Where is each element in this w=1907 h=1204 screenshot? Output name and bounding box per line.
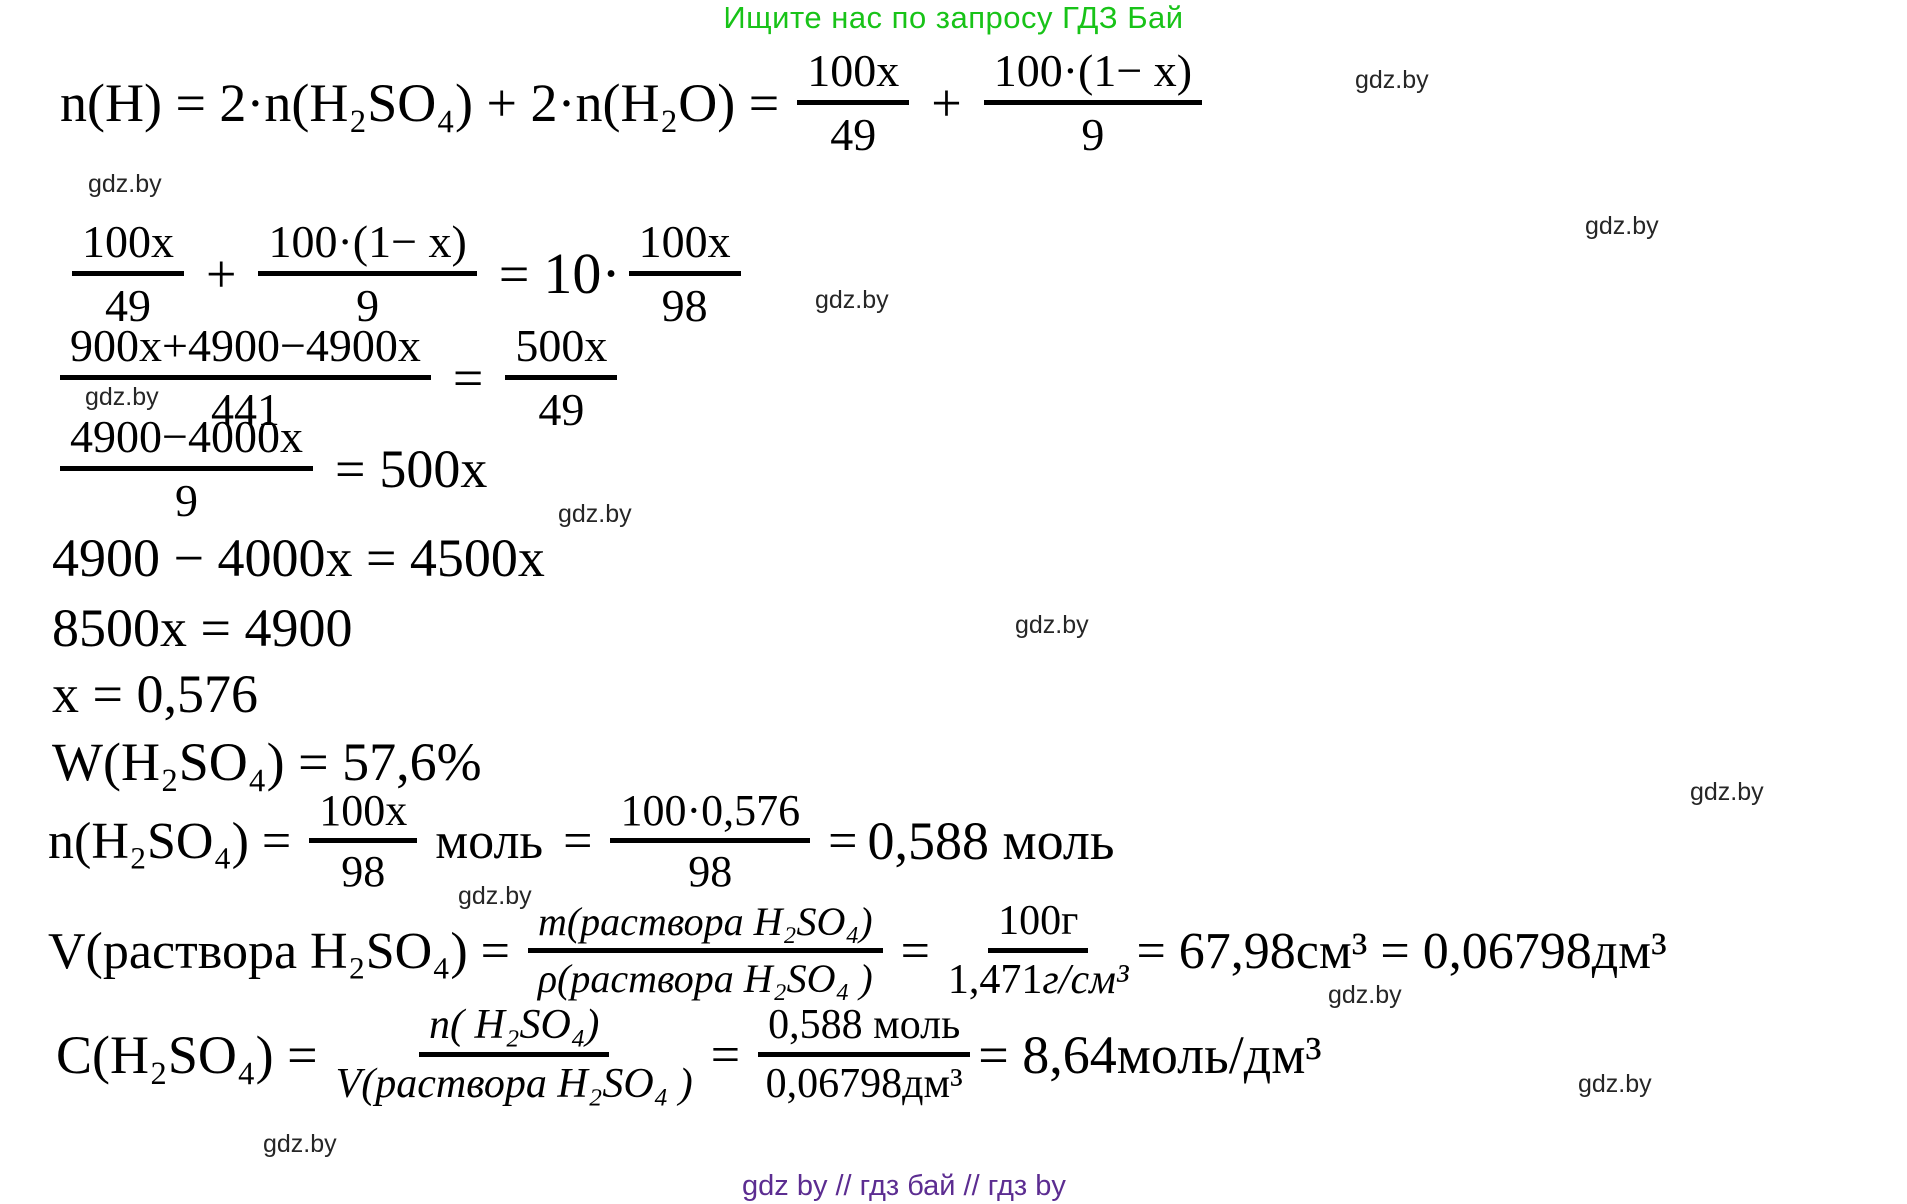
fraction: 100x 98 (309, 786, 418, 897)
gdz-watermark: gdz.by (815, 286, 889, 314)
numerator: 100x (72, 216, 184, 276)
equation-lhs: V(раствора H₂SO₄) = (48, 922, 510, 980)
equation-row-1: n(H) = 2·n(H₂SO₄) + 2·n(H₂O) = 100x 49 +… (60, 28, 1210, 178)
numerator: 100·(1− x) (983, 45, 1203, 105)
gdz-watermark: gdz.by (263, 1130, 337, 1158)
denominator: 9 (174, 475, 198, 526)
equals-sign: = (498, 243, 530, 304)
equals-sign: = (334, 439, 366, 499)
result-value: = 67,98см³ = 0,06798дм³ (1136, 922, 1667, 980)
page-footer: gdz by // гдз бай // гдз by (742, 1170, 1066, 1202)
equals-sign: = (900, 922, 930, 980)
equation-row-7: x = 0,576 (52, 664, 258, 724)
equation-row-2: 100x 49 + 100·(1− x) 9 = 10· 100x 98 (64, 196, 749, 351)
numerator: 100x (309, 786, 418, 843)
fraction: n( H₂SO₄) V(раствора H₂SO₄ ) (336, 1002, 693, 1108)
numerator: 0,588 моль (758, 1002, 971, 1057)
equation-row-3: 900x+4900−4900x 441 = 500x 49 (52, 300, 625, 455)
equals-sign: = (828, 812, 858, 870)
numerator: m(раствора H₂SO₄) (527, 899, 883, 953)
numerator: n( H₂SO₄) (419, 1002, 610, 1057)
numerator: 100x (797, 45, 910, 105)
equation-text: W(H₂SO₄) = 57,6% (52, 732, 482, 792)
fraction: 100·(1− x) 9 (983, 45, 1203, 160)
equation-rhs: 500x (379, 439, 488, 499)
fraction: m(раствора H₂SO₄) ρ(раствора H₂SO₄ ) (527, 899, 883, 1002)
page-header: Ищите нас по запросу ГДЗ Бай (723, 0, 1184, 35)
numerator: 100·0,576 (610, 786, 811, 843)
fraction: 0,588 моль 0,06798дм³ (758, 1002, 971, 1108)
equals-sign: = (563, 812, 593, 870)
gdz-watermark: gdz.by (85, 383, 159, 411)
denominator: 98 (688, 847, 733, 896)
equation-row-8: W(H₂SO₄) = 57,6% (52, 730, 482, 794)
equation-lhs: C(H₂SO₄) = (56, 1025, 318, 1085)
equation-row-5: 4900 − 4000x = 4500x (52, 528, 545, 588)
equation-row-9: n(H₂SO₄) = 100x 98 моль = 100·0,576 98 =… (48, 766, 1115, 916)
gdz-watermark: gdz.by (1015, 611, 1089, 639)
equation-text: x = 0,576 (52, 664, 258, 724)
equation-row-6: 8500x = 4900 (52, 598, 352, 658)
denominator: 0,06798дм³ (765, 1061, 963, 1107)
denominator: 441 (210, 383, 280, 435)
denominator: 1,471г/см³ (948, 953, 1129, 1004)
plus-sign: + (206, 243, 237, 304)
equation-row-4: 4900−4000x 9 = 500x (52, 394, 487, 544)
denominator: 49 (105, 279, 151, 331)
denominator: 49 (830, 109, 877, 160)
fraction: 100·0,576 98 (610, 786, 811, 897)
gdz-watermark: gdz.by (558, 500, 632, 528)
equation-text: 8500x = 4900 (52, 598, 353, 658)
result-value: = 8,64моль/дм³ (978, 1025, 1322, 1085)
gdz-watermark: gdz.by (1578, 1070, 1652, 1098)
gdz-watermark: gdz.by (1328, 981, 1402, 1009)
fraction: 500x 49 (505, 320, 618, 435)
denominator: 98 (341, 847, 386, 896)
denominator: 9 (356, 279, 380, 331)
equation-text: 4900 − 4000x = 4500x (52, 528, 545, 588)
numerator: 100·(1− x) (258, 216, 477, 276)
denominator: ρ(раствора H₂SO₄ ) (537, 956, 873, 1001)
fraction: 100x 49 (72, 216, 184, 331)
coefficient: 10· (543, 241, 621, 306)
fraction: 4900−4000x 9 (60, 411, 313, 526)
equation-lhs: n(H₂SO₄) = (48, 812, 292, 870)
fraction: 100·(1− x) 9 (258, 216, 477, 331)
equation-lhs: n(H) = 2·n(H₂SO₄) + 2·n(H₂O) = (60, 73, 780, 133)
equation-row-10: V(раствора H₂SO₄) = m(раствора H₂SO₄) ρ(… (48, 876, 1667, 1026)
fraction: 100x 49 (797, 45, 910, 160)
numerator: 900x+4900−4900x (60, 320, 431, 380)
result-value: 0,588 моль (867, 811, 1115, 871)
numerator: 500x (505, 320, 618, 380)
denominator: 98 (661, 279, 708, 331)
denominator-units: г/см³ (1042, 957, 1129, 1003)
denominator: V(раствора H₂SO₄ ) (335, 1061, 693, 1107)
gdz-watermark: gdz.by (1690, 778, 1764, 806)
denominator-value: 1,471 (947, 957, 1043, 1003)
numerator: 4900−4000x (60, 411, 313, 471)
gdz-watermark: gdz.by (1355, 66, 1429, 94)
equals-sign: = (710, 1026, 741, 1084)
denominator: 49 (538, 383, 585, 435)
equals-sign: = (452, 347, 484, 408)
denominator: 9 (1081, 109, 1105, 160)
fraction: 900x+4900−4900x 441 (60, 320, 431, 435)
fraction: 100x 98 (628, 216, 741, 331)
numerator: 100г (988, 898, 1089, 953)
gdz-watermark: gdz.by (458, 882, 532, 910)
equation-row-11: C(H₂SO₄) = n( H₂SO₄) V(раствора H₂SO₄ ) … (56, 980, 1322, 1130)
plus-sign: + (931, 73, 962, 133)
numerator: 100x (628, 216, 741, 276)
fraction: 100г 1,471г/см³ (948, 898, 1129, 1004)
gdz-watermark: gdz.by (1585, 212, 1659, 240)
unit-label: моль (435, 812, 544, 870)
gdz-watermark: gdz.by (88, 170, 162, 198)
